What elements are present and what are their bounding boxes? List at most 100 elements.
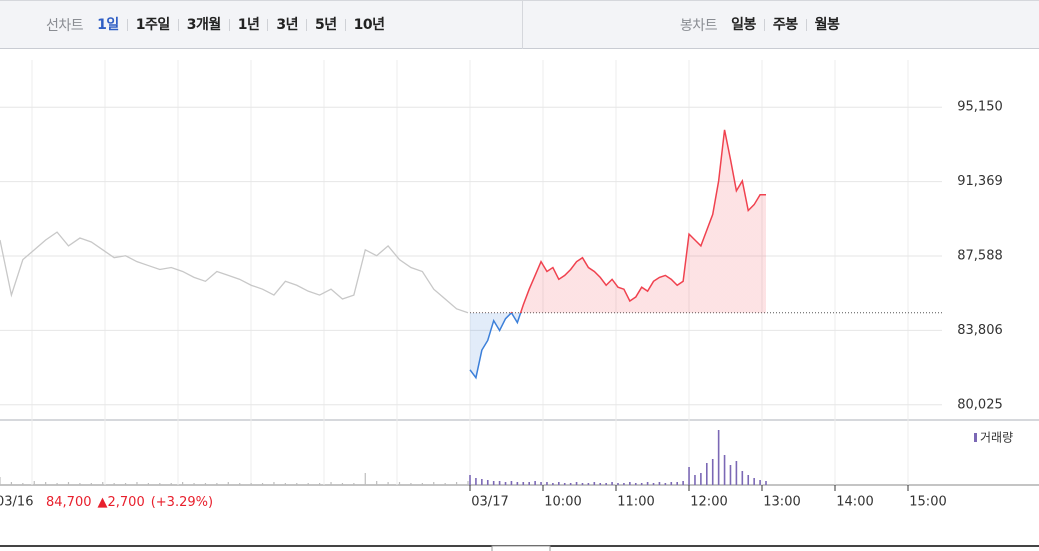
- volume-bar: [546, 482, 548, 485]
- volume-bar: [717, 430, 720, 485]
- volume-bar: [753, 478, 755, 485]
- volume-bar: [658, 482, 661, 485]
- volume-bar: [307, 483, 309, 485]
- volume-bar: [296, 483, 298, 485]
- volume-bar: [124, 483, 127, 485]
- period-tab[interactable]: 일봉: [731, 17, 756, 33]
- x-tick-label: 11:00: [617, 495, 654, 510]
- volume-bar: [747, 475, 750, 485]
- volume-bar: [284, 483, 286, 485]
- period-tab[interactable]: 1년: [228, 18, 268, 32]
- volume-bar: [516, 482, 519, 485]
- volume-bar: [569, 483, 572, 485]
- volume-bar: [623, 483, 625, 485]
- period-tab[interactable]: 10년: [344, 18, 393, 32]
- volume-bar: [90, 483, 92, 485]
- volume-bar: [528, 482, 530, 485]
- volume-bar: [617, 483, 619, 485]
- x-tick-label: 15:00: [909, 495, 946, 510]
- price-line: [469, 129, 766, 380]
- volume-bar: [587, 483, 590, 485]
- price-area: [470, 129, 766, 378]
- previous-date-label: 03/16: [0, 495, 33, 510]
- volume-bar: [227, 482, 229, 485]
- volume-bar: [45, 482, 47, 485]
- volume-bar: [510, 481, 513, 485]
- y-tick-label: 83,806: [957, 323, 1003, 338]
- volume-bar: [741, 471, 744, 485]
- x-tick-label: 12:00: [690, 495, 727, 510]
- volume-bar: [10, 482, 13, 485]
- period-tab[interactable]: 1주일: [126, 18, 178, 32]
- volume-bar: [664, 483, 667, 485]
- volume-bar: [353, 483, 355, 485]
- period-tab[interactable]: 주봉: [763, 18, 806, 32]
- summary-change: ▲2,700: [98, 495, 145, 510]
- y-tick-label: 87,588: [957, 248, 1003, 263]
- x-tick-label: 13:00: [763, 495, 800, 510]
- volume-bar: [652, 483, 655, 485]
- period-tab[interactable]: 1일: [97, 17, 119, 33]
- volume-bar: [563, 483, 566, 485]
- volume-bar: [534, 481, 536, 485]
- volume-bar: [723, 455, 726, 485]
- volume-bar: [455, 482, 458, 485]
- volume-bar: [444, 483, 446, 485]
- volume-bar: [193, 483, 195, 485]
- volume-bar: [147, 483, 149, 485]
- candle-chart-label: 봉차트: [680, 18, 718, 34]
- volume-bar: [634, 483, 637, 485]
- volume-bar: [629, 482, 631, 485]
- volume-bar: [398, 482, 401, 485]
- candle-chart-tabs: 봉차트 일봉 주봉 월봉: [680, 1, 847, 49]
- volume-bar: [261, 483, 264, 485]
- volume-bar: [540, 482, 542, 485]
- volume-bar: [735, 461, 738, 485]
- volume-bar: [376, 481, 378, 485]
- volume-bar: [605, 483, 607, 485]
- summary-price: 84,700: [46, 495, 92, 510]
- volume-bar: [159, 483, 161, 485]
- volume-bar: [136, 482, 138, 485]
- volume-bar: [504, 482, 507, 485]
- volume-bar: [475, 478, 477, 485]
- volume-bar: [599, 483, 602, 485]
- volume-bar: [593, 482, 596, 485]
- volume-bar: [492, 481, 495, 485]
- volume-bar: [22, 483, 24, 485]
- volume-bar: [204, 483, 207, 485]
- period-tab[interactable]: 3년: [267, 18, 306, 32]
- volume-bar: [694, 475, 696, 485]
- volume-bar: [170, 483, 172, 485]
- volume-bar: [522, 482, 525, 485]
- volume-bar: [102, 482, 104, 485]
- volume-bar: [481, 479, 483, 485]
- volume-bar: [79, 483, 81, 485]
- volume-bar: [670, 482, 673, 485]
- volume-bar: [676, 482, 678, 485]
- volume-bar: [498, 481, 501, 485]
- y-tick-label: 95,150: [957, 100, 1003, 115]
- volume-bar: [56, 483, 58, 485]
- volume-bar: [700, 473, 702, 485]
- period-tab[interactable]: 5년: [306, 18, 345, 32]
- volume-bar: [341, 483, 344, 485]
- volume-bar: [575, 482, 578, 485]
- y-tick-label: 80,025: [957, 397, 1003, 412]
- volume-bar: [646, 482, 649, 485]
- volume-bar: [410, 483, 412, 485]
- volume-bar: [216, 483, 218, 485]
- volume-bar: [364, 473, 366, 485]
- y-tick-label: 91,369: [957, 174, 1003, 189]
- volume-legend-label: 거래량: [980, 431, 1013, 445]
- volume-bar: [319, 483, 321, 485]
- volume-bar: [182, 482, 184, 485]
- summary-rate: (+3.29%): [151, 495, 213, 510]
- period-tab[interactable]: 3개월: [177, 18, 229, 32]
- period-tab[interactable]: 월봉: [805, 18, 848, 32]
- previous-price-line: [0, 231, 469, 314]
- volume-bar: [330, 482, 332, 485]
- volume-bar: [640, 483, 643, 485]
- chart-toolbar: 선차트 1일 1주일 3개월 1년 3년 5년 10년 봉차트 일봉 주봉 월봉: [0, 0, 1039, 49]
